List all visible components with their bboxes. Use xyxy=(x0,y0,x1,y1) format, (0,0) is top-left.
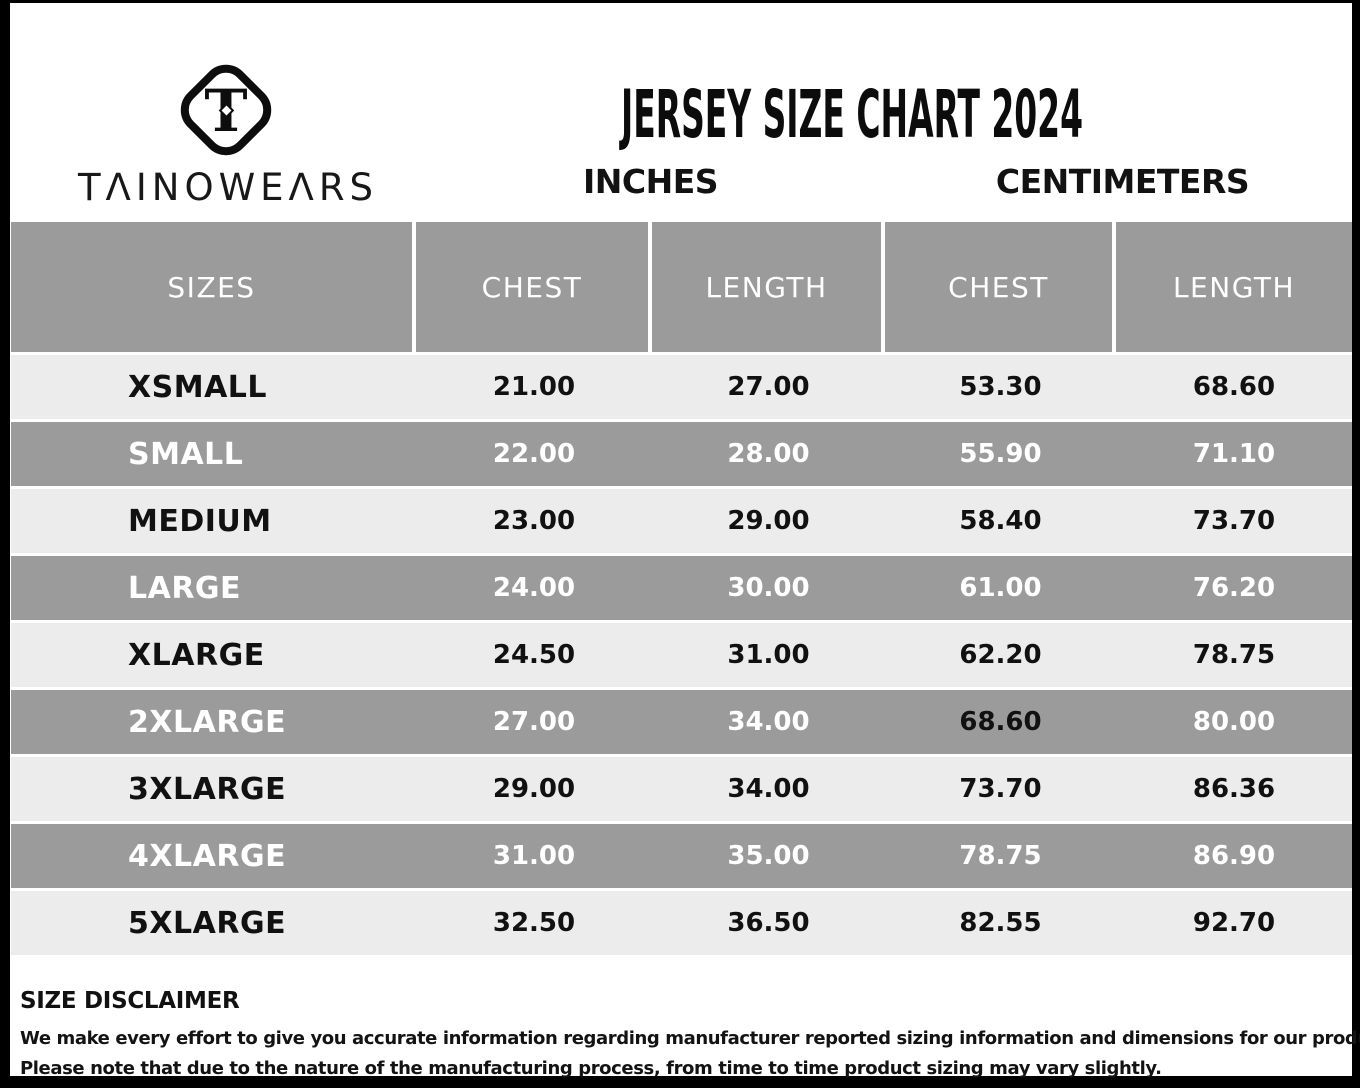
chest-cm-cell: 78.75 xyxy=(959,841,1042,871)
length-cm-cell: 78.75 xyxy=(1192,640,1276,670)
table-row: SMALL 22.00 28.00 55.90 71.10 xyxy=(11,422,1352,486)
table-row: XLARGE 24.50 31.00 62.20 78.75 xyxy=(11,623,1352,687)
size-table: SIZES CHEST LENGTH CHEST LENGTH XSMALL 2… xyxy=(11,222,1352,955)
chest-inches-cell: 27.00 xyxy=(492,707,576,737)
page-title: JERSEY SIZE CHART 2024 xyxy=(619,80,1083,152)
length-inches-cell: 36.50 xyxy=(727,908,810,938)
length-inches-cell: 34.00 xyxy=(727,774,810,804)
size-cell: 3XLARGE xyxy=(128,771,287,807)
column-header-chest-cm: CHEST xyxy=(885,222,1116,352)
chest-inches-cell: 23.00 xyxy=(492,506,576,536)
column-header-length-cm: LENGTH xyxy=(1116,222,1352,352)
page-title-text: JERSEY SIZE CHART 2024 xyxy=(619,80,1083,152)
table-row: MEDIUM 23.00 29.00 58.40 73.70 xyxy=(11,489,1352,553)
chest-inches-cell: 21.00 xyxy=(492,372,576,402)
table-row: 2XLARGE 27.00 34.00 68.60 80.00 xyxy=(11,690,1352,754)
table-row: 3XLARGE 29.00 34.00 73.70 86.36 xyxy=(11,757,1352,821)
length-inches-cell: 27.00 xyxy=(727,372,810,402)
chest-cm-cell: 53.30 xyxy=(959,372,1042,402)
chest-cm-cell: 68.60 xyxy=(959,707,1042,737)
inches-label: INCHES xyxy=(582,162,719,201)
length-inches-cell: 31.00 xyxy=(727,640,810,670)
chest-inches-cell: 31.00 xyxy=(492,841,576,871)
size-cell: XSMALL xyxy=(128,369,268,405)
brand-name: TΛINOWEΛRS xyxy=(77,166,379,209)
size-cell: MEDIUM xyxy=(128,503,272,539)
disclaimer-text-line1: We make every effort to give you accurat… xyxy=(20,1028,1360,1049)
size-cell: 4XLARGE xyxy=(128,838,287,874)
length-cm-cell: 68.60 xyxy=(1192,372,1276,402)
table-header-row: SIZES CHEST LENGTH CHEST LENGTH xyxy=(11,222,1352,352)
length-inches-cell: 29.00 xyxy=(727,506,810,536)
centimeters-label: CENTIMETERS xyxy=(995,162,1250,201)
length-cm-cell: 73.70 xyxy=(1192,506,1276,536)
length-inches-cell: 34.00 xyxy=(727,707,810,737)
length-cm-cell: 92.70 xyxy=(1192,908,1276,938)
length-cm-cell: 71.10 xyxy=(1192,439,1276,469)
size-cell: SMALL xyxy=(128,436,244,472)
length-cm-cell: 76.20 xyxy=(1192,573,1276,603)
frame-border-top xyxy=(0,0,1360,3)
length-cm-cell: 80.00 xyxy=(1192,707,1276,737)
chest-cm-cell: 73.70 xyxy=(959,774,1042,804)
chest-cm-cell: 58.40 xyxy=(959,506,1042,536)
length-cm-cell: 86.90 xyxy=(1192,841,1276,871)
frame-border-right xyxy=(1352,0,1360,1088)
length-inches-cell: 30.00 xyxy=(727,573,810,603)
length-inches-cell: 28.00 xyxy=(727,439,810,469)
chest-inches-cell: 24.00 xyxy=(492,573,576,603)
chest-inches-cell: 29.00 xyxy=(492,774,576,804)
length-inches-cell: 35.00 xyxy=(727,841,810,871)
disclaimer-text-line2: Please note that due to the nature of th… xyxy=(20,1058,1162,1079)
column-header-chest-in: CHEST xyxy=(416,222,652,352)
chest-cm-cell: 55.90 xyxy=(959,439,1042,469)
chest-cm-cell: 62.20 xyxy=(959,640,1042,670)
chest-inches-cell: 24.50 xyxy=(492,640,576,670)
size-cell: XLARGE xyxy=(128,637,265,673)
disclaimer-heading: SIZE DISCLAIMER xyxy=(20,988,240,1014)
size-cell: 5XLARGE xyxy=(128,905,287,941)
chest-inches-cell: 22.00 xyxy=(492,439,576,469)
chest-inches-cell: 32.50 xyxy=(492,908,576,938)
table-row: 5XLARGE 32.50 36.50 82.55 92.70 xyxy=(11,891,1352,955)
table-row: XSMALL 21.00 27.00 53.30 68.60 xyxy=(11,355,1352,419)
chest-cm-cell: 61.00 xyxy=(959,573,1042,603)
column-header-sizes: SIZES xyxy=(11,222,416,352)
size-cell: LARGE xyxy=(128,570,242,606)
table-row: LARGE 24.00 30.00 61.00 76.20 xyxy=(11,556,1352,620)
length-cm-cell: 86.36 xyxy=(1192,774,1276,804)
brand-logo-icon: T xyxy=(180,64,272,156)
frame-border-left xyxy=(0,0,10,1088)
column-header-length-in: LENGTH xyxy=(652,222,885,352)
table-row: 4XLARGE 31.00 35.00 78.75 86.90 xyxy=(11,824,1352,888)
chest-cm-cell: 82.55 xyxy=(959,908,1042,938)
size-cell: 2XLARGE xyxy=(128,704,287,740)
frame-border-bottom xyxy=(0,1076,1360,1088)
